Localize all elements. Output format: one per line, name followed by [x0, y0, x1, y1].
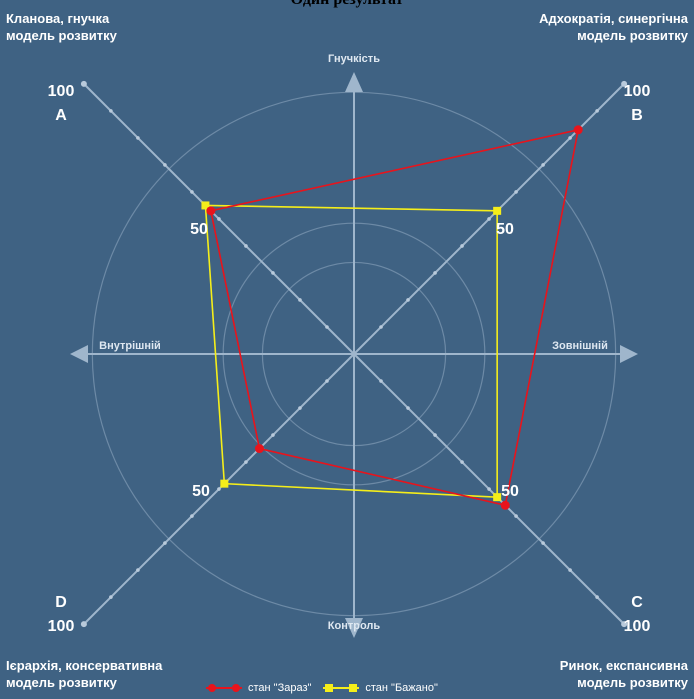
corner-bottom-left-line2: модель розвитку: [6, 674, 162, 691]
axis-tick-a-90: [109, 109, 113, 113]
axis-mid-label-a: 50: [190, 221, 208, 238]
axis-tick-c-70: [541, 541, 545, 545]
axis-max-label-b: 100: [624, 83, 651, 100]
legend-swatch-desired: [323, 682, 359, 694]
axis-tick-a-50: [217, 217, 221, 221]
axis-tick-d-70: [163, 541, 167, 545]
data-point-desired-c: [493, 493, 501, 501]
arrow-right-icon: [620, 345, 638, 363]
axis-tick-c-60: [514, 514, 518, 518]
axis-tick-c-30: [433, 433, 437, 437]
corner-label-top-right: Адхократія, синергічна модель розвитку: [539, 10, 688, 44]
corner-top-right-line2: модель розвитку: [539, 27, 688, 44]
axis-tick-c-90: [595, 595, 599, 599]
axis-mid-label-c: 50: [501, 483, 519, 500]
axis-tick-d-100: [81, 621, 87, 627]
corner-top-right-line1: Адхократія, синергічна: [539, 10, 688, 27]
axis-tick-a-70: [163, 163, 167, 167]
arrow-left-icon: [70, 345, 88, 363]
axis-tick-b-60: [514, 190, 518, 194]
axis-id-label-b: B: [631, 107, 643, 124]
axis-tick-d-40: [244, 460, 248, 464]
axis-id-label-c: C: [631, 594, 643, 611]
direction-label-left: Внутрішній: [99, 340, 161, 352]
data-point-current-b: [574, 125, 583, 134]
legend-item-desired: стан "Бажано": [323, 682, 437, 694]
chart-title: Один результат: [0, 0, 694, 9]
axis-tick-a-80: [136, 136, 140, 140]
axis-tick-d-80: [136, 568, 140, 572]
axis-tick-b-50: [487, 217, 491, 221]
axis-tick-a-100: [81, 81, 87, 87]
axis-tick-a-10: [325, 325, 329, 329]
axis-max-label-c: 100: [624, 618, 651, 635]
corner-top-left-line1: Кланова, гнучка: [6, 10, 117, 27]
axis-tick-c-50: [487, 487, 491, 491]
corner-bottom-right-line1: Ринок, експансивна: [560, 657, 688, 674]
legend-swatch-current: [206, 682, 242, 694]
axis-tick-a-30: [271, 271, 275, 275]
data-point-current-d: [255, 444, 264, 453]
axis-mid-label-d: 50: [192, 483, 210, 500]
axis-id-label-a: A: [55, 107, 67, 124]
axis-mid-label-b: 50: [496, 221, 514, 238]
legend-item-current: стан "Зараз": [206, 682, 311, 694]
corner-top-left-line2: модель розвитку: [6, 27, 117, 44]
corner-label-top-left: Кланова, гнучка модель розвитку: [6, 10, 117, 44]
axis-tick-d-10: [325, 379, 329, 383]
axis-tick-d-60: [190, 514, 194, 518]
direction-label-top: Гнучкість: [328, 53, 380, 65]
axis-tick-d-30: [271, 433, 275, 437]
axis-tick-c-80: [568, 568, 572, 572]
corner-bottom-right-line2: модель розвитку: [560, 674, 688, 691]
data-point-desired-b: [493, 207, 501, 215]
axis-tick-b-30: [433, 271, 437, 275]
legend-label-current: стан "Зараз": [248, 682, 311, 694]
axis-tick-d-50: [217, 487, 221, 491]
axis-tick-a-60: [190, 190, 194, 194]
axis-max-label-a: 100: [48, 83, 75, 100]
axis-max-label-d: 100: [48, 618, 75, 635]
direction-label-bottom: Контроль: [328, 620, 381, 632]
chart-legend: стан "Зараз" стан "Бажано": [206, 680, 450, 696]
axis-tick-c-10: [379, 379, 383, 383]
axis-tick-d-90: [109, 595, 113, 599]
axis-tick-b-70: [541, 163, 545, 167]
arrow-up-icon: [345, 72, 363, 92]
axis-tick-b-80: [568, 136, 572, 140]
axis-tick-c-20: [406, 406, 410, 410]
axis-tick-b-20: [406, 298, 410, 302]
axis-tick-a-20: [298, 298, 302, 302]
direction-label-right: Зовнішній: [552, 340, 608, 352]
axis-tick-b-10: [379, 325, 383, 329]
legend-label-desired: стан "Бажано": [365, 682, 437, 694]
axis-tick-b-40: [460, 244, 464, 248]
corner-bottom-left-line1: Ієрархія, консервативна: [6, 657, 162, 674]
axis-tick-c-40: [460, 460, 464, 464]
axis-tick-a-40: [244, 244, 248, 248]
data-point-current-c: [501, 501, 510, 510]
corner-label-bottom-right: Ринок, експансивна модель розвитку: [560, 657, 688, 691]
data-point-current-a: [206, 206, 215, 215]
axis-id-label-d: D: [55, 594, 67, 611]
corner-label-bottom-left: Ієрархія, консервативна модель розвитку: [6, 657, 162, 691]
axis-tick-b-90: [595, 109, 599, 113]
axis-tick-d-20: [298, 406, 302, 410]
data-point-desired-d: [220, 480, 228, 488]
